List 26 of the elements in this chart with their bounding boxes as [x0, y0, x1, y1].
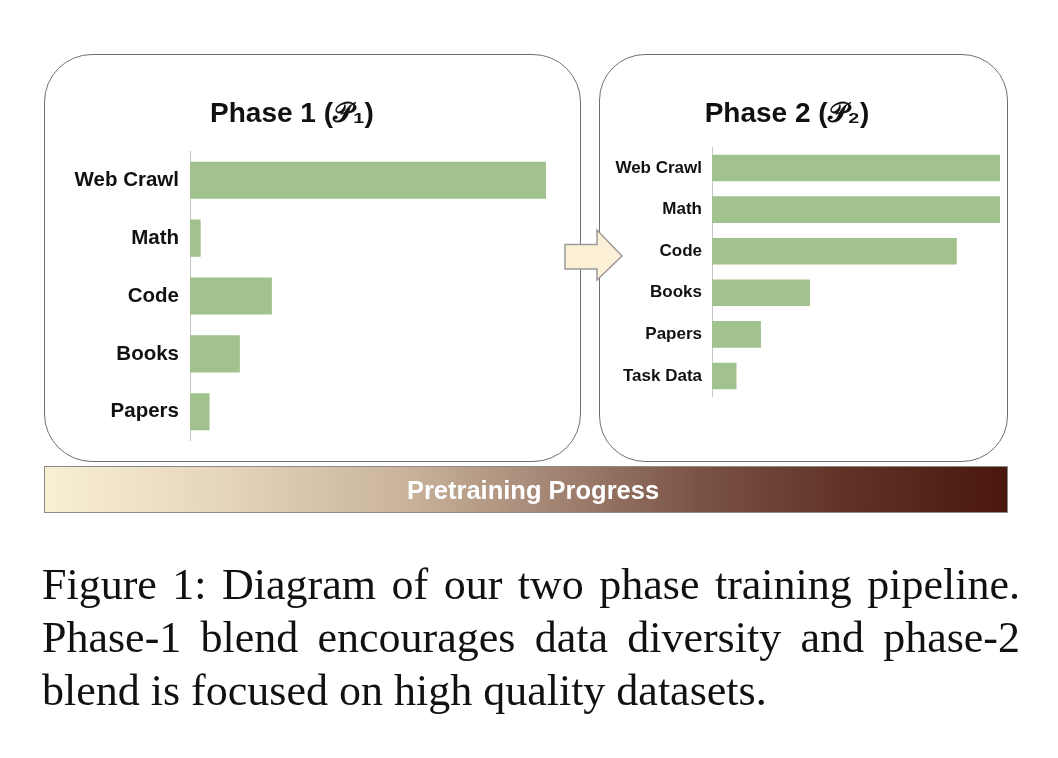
- y-tick-label: Code: [659, 240, 702, 260]
- bar: [712, 362, 737, 390]
- y-tick-label: Papers: [645, 324, 702, 344]
- y-tick-label: Math: [131, 224, 179, 248]
- bar: [190, 161, 546, 199]
- y-tick-label: Papers: [110, 398, 179, 422]
- chart-title: Phase 2 (𝒫₂): [703, 96, 871, 130]
- bar: [712, 321, 761, 348]
- bar: [190, 335, 240, 373]
- caption: Figure 1: Diagram of our two phase training pipeline. Phase-1 blend encourages data diversity and phase-2 blend is focused on high quality datasets.: [42, 559, 1020, 717]
- bar: [190, 277, 272, 315]
- y-tick-label: Books: [650, 282, 702, 302]
- bar: [190, 219, 201, 257]
- chart-title: Phase 1 (𝒫₁): [209, 96, 375, 130]
- bar: [712, 279, 810, 307]
- y-tick-label: Code: [127, 282, 179, 306]
- text: Pretraining Progress: [406, 474, 660, 505]
- y-tick-label: Books: [116, 340, 179, 364]
- bar: [712, 154, 1000, 182]
- y-tick-label: Web Crawl: [615, 157, 702, 177]
- y-tick-label: Web Crawl: [74, 166, 179, 190]
- bar: [190, 393, 210, 431]
- bar: [712, 237, 957, 265]
- y-tick-label: Math: [662, 199, 702, 219]
- bar: [712, 196, 1000, 223]
- y-tick-label: Task Data: [622, 365, 703, 385]
